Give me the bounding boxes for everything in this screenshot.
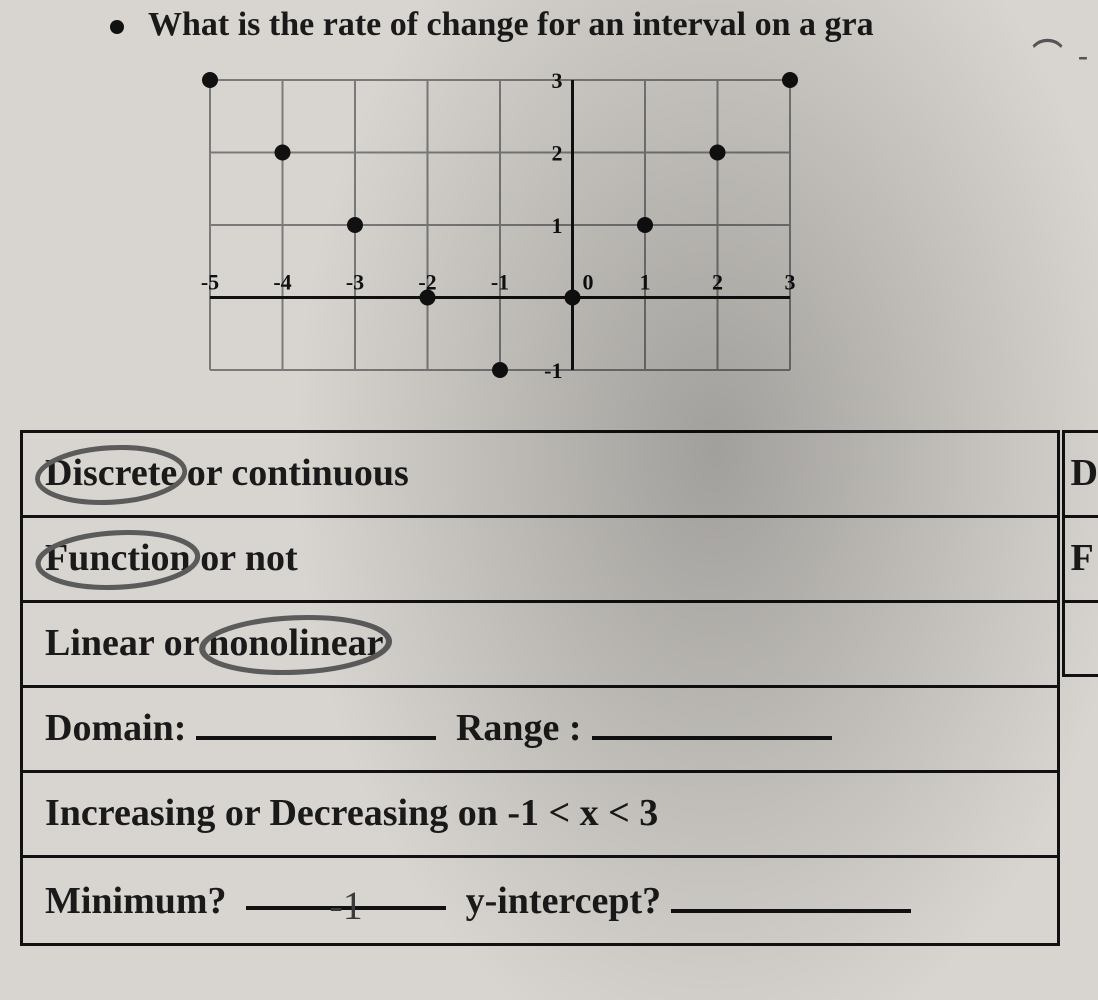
svg-text:-1: -1 [491,270,509,295]
row-text: Increasing or Decreasing on -1 < x < 3 [45,792,658,834]
blank-line[interactable] [671,879,911,913]
question-row: What is the rate of change for an interv… [110,6,1098,44]
table-row: Minimum? -1 y-intercept? [22,857,1059,945]
option-text: not [245,537,298,579]
svg-text:3: 3 [552,68,563,93]
field-label: Minimum? [45,880,227,922]
table-cell: Minimum? -1 y-intercept? [22,857,1059,945]
side-cell: D [1063,432,1098,517]
table-row: F [1063,517,1098,602]
circled-option: nonolinear [208,621,383,665]
svg-text:-5: -5 [201,270,219,295]
table-cell: Discrete or continuous [22,432,1059,517]
field-label: Domain: [45,707,186,749]
field-label: y-intercept? [466,880,662,922]
table-row: Function or not [22,517,1059,602]
chart-svg: -5-4-3-2-10123-1123 [190,60,810,390]
svg-text:2: 2 [712,270,723,295]
scatter-chart: -5-4-3-2-10123-1123 [190,60,810,390]
question-text: What is the rate of change for an interv… [148,6,874,44]
circled-option: Discrete [45,451,177,495]
side-table-fragment: DF [1062,430,1098,677]
svg-text:1: 1 [640,270,651,295]
table-cell: Increasing or Decreasing on -1 < x < 3 [22,772,1059,857]
table-row: D [1063,432,1098,517]
bullet-icon [110,20,124,34]
handwritten-mark: ⌒ - [1033,30,1093,74]
blank-line[interactable]: -1 [246,876,446,910]
properties-table: Discrete or continuousFunction or notLin… [20,430,1060,946]
svg-text:1: 1 [552,213,563,238]
svg-text:-3: -3 [346,270,364,295]
option-text: continuous [231,452,408,494]
circled-option: Function [45,536,191,580]
table-row: Discrete or continuous [22,432,1059,517]
side-cell [1063,602,1098,676]
svg-text:0: 0 [583,270,594,295]
written-answer: -1 [329,883,362,928]
svg-text:-4: -4 [273,270,291,295]
table-row: Increasing or Decreasing on -1 < x < 3 [22,772,1059,857]
svg-text:3: 3 [785,270,796,295]
table-row: Linear or nonolinear [22,602,1059,687]
table-cell: Function or not [22,517,1059,602]
table-cell: Domain: Range : [22,687,1059,772]
side-cell: F [1063,517,1098,602]
blank-line[interactable] [592,706,832,740]
option-text: Linear [45,622,154,664]
table-row [1063,602,1098,676]
table-cell: Linear or nonolinear [22,602,1059,687]
table-row: Domain: Range : [22,687,1059,772]
svg-text:-1: -1 [544,358,562,383]
svg-text:2: 2 [552,141,563,166]
blank-line[interactable] [196,706,436,740]
field-label: Range : [456,707,582,749]
